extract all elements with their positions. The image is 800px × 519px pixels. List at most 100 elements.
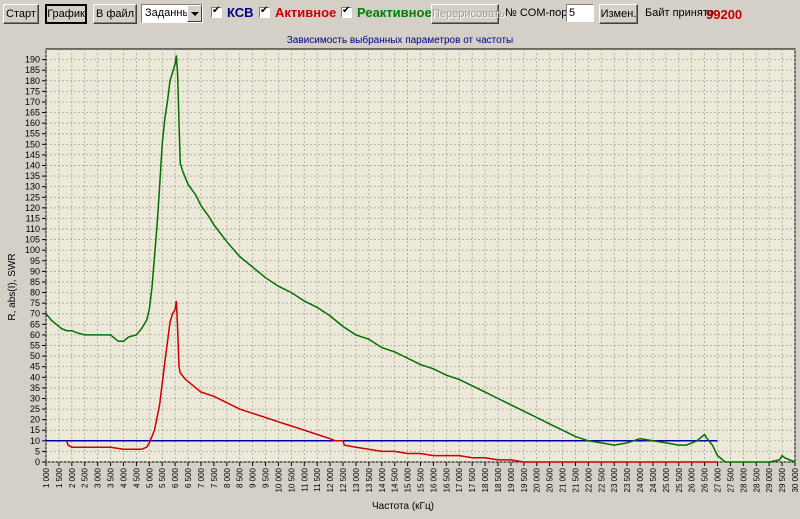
y-tick-label: 110 (26, 224, 40, 234)
x-tick-label: 29 500 (778, 467, 787, 492)
y-axis-label: R, abs(I), SWR (7, 253, 18, 320)
x-tick-label: 17 000 (455, 467, 464, 492)
x-tick-label: 25 500 (675, 467, 684, 492)
x-tick-label: 5 000 (145, 467, 154, 488)
y-tick-label: 40 (30, 372, 40, 382)
y-tick-label: 140 (25, 160, 40, 170)
x-tick-label: 27 000 (714, 467, 723, 492)
x-tick-label: 29 000 (765, 467, 774, 492)
y-tick-label: 30 (30, 393, 40, 403)
x-tick-label: 21 000 (559, 467, 568, 492)
x-tick-label: 23 000 (610, 467, 619, 492)
y-tick-label: 90 (30, 266, 40, 276)
x-tick-label: 13 500 (365, 467, 374, 492)
x-tick-label: 28 000 (739, 467, 748, 492)
mode-select[interactable]: Заданный (141, 4, 203, 23)
series-line-2 (45, 55, 796, 463)
chevron-down-icon[interactable] (187, 5, 202, 22)
x-tick-label: 19 500 (520, 467, 529, 492)
reactive-checkbox[interactable] (341, 5, 352, 18)
chart-title: Зависимость выбранных параметров от част… (287, 34, 514, 46)
x-tick-label: 23 500 (623, 467, 632, 492)
active-checkbox[interactable] (259, 5, 270, 18)
x-tick-label: 21 500 (571, 467, 580, 492)
x-tick-label: 27 500 (726, 467, 735, 492)
y-tick-label: 80 (30, 288, 40, 298)
x-tick-label: 25 000 (662, 467, 671, 492)
x-tick-label: 20 000 (533, 467, 542, 492)
y-tick-label: 0 (35, 457, 40, 467)
y-tick-label: 125 (25, 192, 40, 202)
ksv-label: КСВ (227, 5, 254, 20)
x-tick-label: 12 000 (326, 467, 335, 492)
mode-select-value: Заданный (145, 7, 197, 19)
y-tick-label: 75 (30, 298, 40, 308)
y-tick-label: 20 (30, 415, 40, 425)
y-tick-label: 10 (30, 436, 40, 446)
x-tick-label: 15 000 (404, 467, 413, 492)
y-tick-label: 165 (25, 108, 40, 118)
bytes-label: Байт принято: (645, 7, 717, 19)
start-button[interactable]: Старт (3, 4, 39, 24)
x-axis-label: Частота (кГц) (372, 501, 434, 512)
x-tick-label: 8 500 (236, 467, 245, 488)
x-tick-label: 4 500 (132, 467, 141, 488)
y-tick-label: 120 (25, 203, 40, 213)
x-tick-label: 3 000 (94, 467, 103, 488)
x-tick-label: 24 000 (636, 467, 645, 492)
x-tick-label: 10 500 (287, 467, 296, 492)
x-tick-label: 2 000 (68, 467, 77, 488)
frequency-chart: Зависимость выбранных параметров от част… (7, 34, 800, 512)
y-tick-label: 155 (25, 129, 40, 139)
graph-button[interactable]: График (45, 4, 87, 24)
x-tick-label: 1 500 (55, 467, 64, 488)
y-tick-label: 115 (26, 213, 40, 223)
y-tick-label: 130 (25, 182, 40, 192)
change-button[interactable]: Измен. (599, 4, 638, 24)
ksv-checkbox[interactable] (211, 5, 222, 18)
x-tick-label: 16 500 (442, 467, 451, 492)
y-tick-label: 145 (25, 150, 40, 160)
x-tick-label: 7 000 (197, 467, 206, 488)
x-tick-label: 3 500 (107, 467, 116, 488)
y-tick-label: 55 (30, 341, 40, 351)
comport-label: № COM-порта: (505, 7, 582, 19)
redraw-button[interactable]: Перерисовать (431, 4, 505, 24)
y-tick-label: 95 (30, 256, 40, 266)
x-tick-label: 24 500 (649, 467, 658, 492)
x-tick-label: 2 500 (81, 467, 90, 488)
to-file-button[interactable]: В файл (93, 4, 137, 24)
y-tick-label: 160 (25, 118, 40, 128)
y-tick-label: 180 (25, 76, 40, 86)
x-tick-label: 28 500 (752, 467, 761, 492)
y-tick-label: 170 (25, 97, 40, 107)
y-tick-label: 35 (30, 383, 40, 393)
x-tick-label: 22 000 (584, 467, 593, 492)
x-tick-label: 13 000 (352, 467, 361, 492)
x-tick-label: 4 000 (119, 467, 128, 488)
x-tick-label: 26 000 (688, 467, 697, 492)
y-tick-label: 185 (25, 65, 40, 75)
x-tick-label: 30 000 (791, 467, 798, 492)
x-tick-label: 26 500 (701, 467, 710, 492)
x-tick-label: 20 500 (546, 467, 555, 492)
y-tick-label: 105 (25, 235, 40, 245)
x-tick-label: 18 500 (494, 467, 503, 492)
y-tick-label: 60 (30, 330, 40, 340)
y-tick-label: 50 (30, 351, 40, 361)
x-tick-label: 1 000 (42, 467, 51, 488)
reactive-label: Реактивное (357, 5, 432, 20)
y-tick-label: 65 (30, 319, 40, 329)
x-tick-label: 7 500 (210, 467, 219, 488)
x-tick-label: 10 000 (274, 467, 283, 492)
x-tick-label: 6 500 (184, 467, 193, 488)
y-tick-label: 45 (30, 362, 40, 372)
y-tick-label: 175 (25, 86, 40, 96)
comport-input[interactable]: 5 (566, 4, 594, 22)
x-tick-label: 9 000 (249, 467, 258, 488)
x-tick-label: 11 000 (300, 467, 309, 491)
y-tick-label: 150 (25, 139, 40, 149)
y-tick-label: 85 (30, 277, 40, 287)
x-tick-label: 15 500 (417, 467, 426, 492)
x-tick-label: 17 500 (468, 467, 477, 492)
